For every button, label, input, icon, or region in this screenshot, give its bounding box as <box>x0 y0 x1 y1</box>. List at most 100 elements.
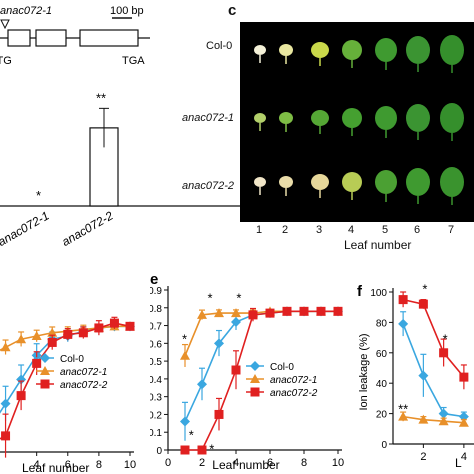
data-point <box>398 318 409 329</box>
data-point <box>32 358 42 368</box>
leaf <box>342 172 362 192</box>
data-point <box>125 321 135 331</box>
f-ylabel: Ion leakage (%) <box>358 333 370 410</box>
legend-label-1: anac072-1 <box>270 375 317 386</box>
legend-marker-1 <box>40 366 50 375</box>
leaf <box>406 36 430 64</box>
legend-marker-2 <box>250 387 260 397</box>
b-tick-label-1: anac072-1 <box>0 208 51 248</box>
y-tick-label: 0.1 <box>150 428 162 439</box>
x-tick-label: 0 <box>165 457 171 469</box>
data-point <box>316 306 326 316</box>
series-line-2 <box>402 298 465 378</box>
data-point <box>1 431 11 441</box>
series-line-1 <box>403 415 464 424</box>
data-point <box>197 309 207 319</box>
legend-label-0: Col-0 <box>270 362 294 373</box>
e-sig-3: * <box>189 427 194 442</box>
leaf <box>311 110 329 126</box>
data-point <box>63 329 73 339</box>
leaf <box>375 106 397 130</box>
leaf <box>440 167 464 197</box>
data-point <box>439 348 449 358</box>
x-tick-label: 6 <box>267 457 273 469</box>
expression-bar-chart: * anac072-1 ** anac072-2 <box>0 90 240 249</box>
data-point <box>458 417 469 427</box>
data-point <box>265 308 275 318</box>
series-line-2 <box>185 310 338 451</box>
data-point <box>109 318 119 328</box>
y-tick-label: 0.7 <box>150 322 162 333</box>
start-codon-label: ATG <box>0 55 12 67</box>
x-tick-label: 4 <box>34 459 40 471</box>
x-tick-label: 10 <box>124 459 136 471</box>
leaf <box>440 35 464 65</box>
leaf <box>254 177 266 187</box>
y-tick-label: 0 <box>381 440 387 451</box>
leaf <box>311 174 329 190</box>
series-line-2 <box>0 322 131 440</box>
legend-label-2: anac072-2 <box>60 380 108 391</box>
leaf-number-7: 7 <box>448 224 455 236</box>
legend-marker-0 <box>250 361 260 371</box>
f-sig-1: * <box>422 282 427 297</box>
x-tick-label: 2 <box>420 451 426 463</box>
data-point <box>459 372 469 382</box>
y-tick-label: 0.2 <box>150 410 162 421</box>
leaf <box>311 42 329 58</box>
f-sig-0: ** <box>398 402 408 417</box>
leaf <box>342 108 362 128</box>
data-point <box>248 310 258 320</box>
e-sig-1: * <box>208 290 213 305</box>
y-tick-label: 60 <box>376 349 388 360</box>
data-point <box>231 308 241 318</box>
data-point <box>197 379 207 390</box>
photo-row-label-anac072-2: anac072-2 <box>182 180 234 192</box>
legend-marker-1 <box>250 374 260 383</box>
chart-d: 4 6 8 10 Col-0 anac072-1 anac072-2 Leaf number <box>0 316 136 474</box>
data-point <box>458 411 469 422</box>
data-point <box>214 308 224 318</box>
data-point <box>0 398 11 409</box>
leaf <box>279 176 293 188</box>
y-tick-label: 80 <box>376 318 388 329</box>
d-xlabel: Leaf number <box>22 461 89 474</box>
data-point <box>231 365 241 375</box>
y-tick-label: 0.3 <box>150 393 162 404</box>
leaf <box>254 113 266 123</box>
data-point <box>94 323 104 333</box>
f-xlabel: L <box>455 456 462 470</box>
leaf-number-5: 5 <box>382 224 389 236</box>
legend-label-2: anac072-2 <box>270 388 318 399</box>
y-tick-label: 0.9 <box>150 286 162 297</box>
data-point <box>180 445 190 455</box>
gene-model: anac072-1 100 bp ATG TGA <box>0 5 150 67</box>
data-point <box>180 416 190 427</box>
y-tick-label: 40 <box>376 379 388 390</box>
leaf <box>375 170 397 194</box>
data-point <box>418 299 428 309</box>
data-point <box>418 414 429 424</box>
stop-codon-label: TGA <box>122 55 145 67</box>
data-point <box>78 328 88 338</box>
x-tick-label: 4 <box>233 457 239 469</box>
scale-bar-label: 100 bp <box>110 5 144 17</box>
panel-letter-c: c <box>228 2 237 19</box>
leaf <box>279 112 293 124</box>
photo-xlabel: Leaf number <box>344 238 412 252</box>
y-tick-label: 0.5 <box>150 357 162 368</box>
data-point <box>231 317 241 327</box>
data-point <box>282 306 292 316</box>
y-tick-label: 0 <box>156 446 162 457</box>
data-point <box>16 391 26 401</box>
leaf-photo <box>240 22 474 222</box>
b-tick-label-2: anac072-2 <box>59 208 115 249</box>
y-tick-label: 100 <box>370 288 387 299</box>
data-point <box>438 408 449 419</box>
panel-letter-f: f <box>357 283 363 300</box>
x-tick-label: 8 <box>301 457 307 469</box>
legend-marker-0 <box>40 353 50 363</box>
legend-label-0: Col-0 <box>60 354 84 365</box>
y-tick-label: 20 <box>376 410 388 421</box>
leaf <box>254 45 266 55</box>
